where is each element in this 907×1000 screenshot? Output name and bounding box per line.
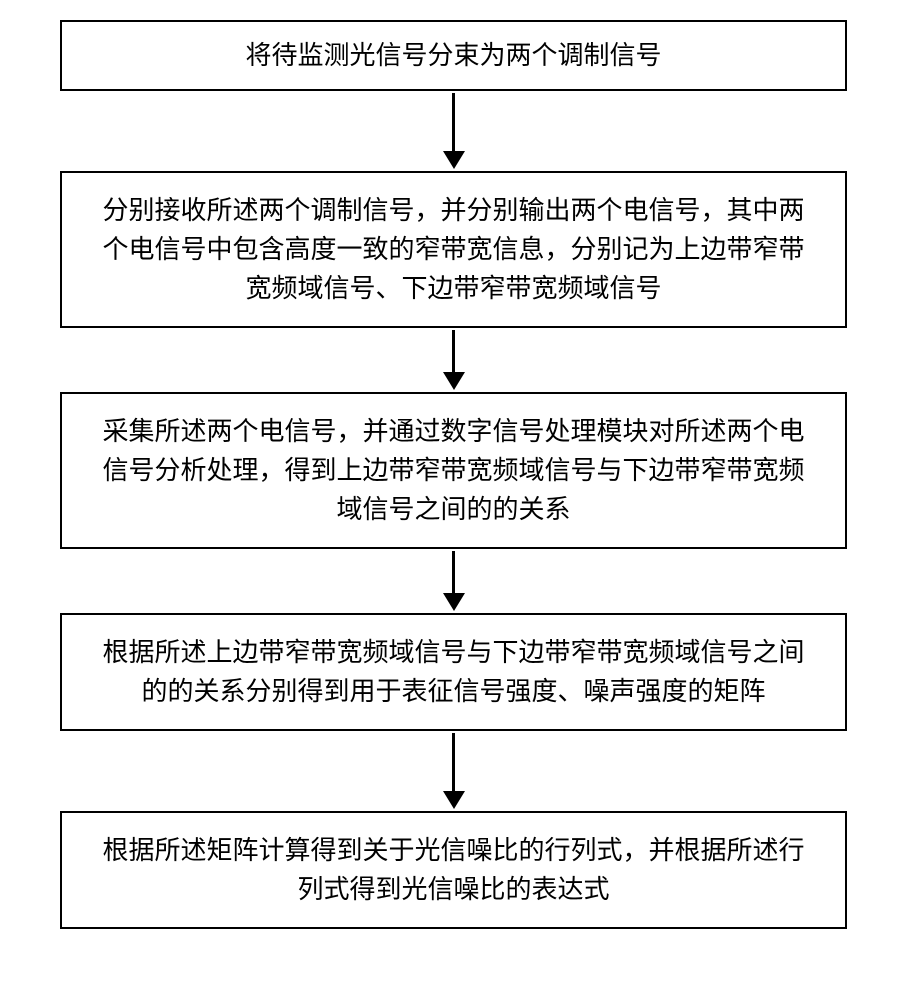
flowchart-step-3: 采集所述两个电信号，并通过数字信号处理模块对所述两个电信号分析处理，得到上边带窄… xyxy=(60,392,847,549)
flowchart-container: 将待监测光信号分束为两个调制信号 分别接收所述两个调制信号，并分别输出两个电信号… xyxy=(60,20,847,929)
arrow-head-icon xyxy=(443,372,465,390)
flowchart-step-1: 将待监测光信号分束为两个调制信号 xyxy=(60,20,847,91)
step-text: 根据所述上边带窄带宽频域信号与下边带窄带宽频域信号之间的的关系分别得到用于表征信… xyxy=(102,638,804,706)
step-text: 采集所述两个电信号，并通过数字信号处理模块对所述两个电信号分析处理，得到上边带窄… xyxy=(102,417,804,524)
arrow-line xyxy=(452,551,455,593)
arrow-3 xyxy=(443,551,465,611)
flowchart-step-4: 根据所述上边带窄带宽频域信号与下边带窄带宽频域信号之间的的关系分别得到用于表征信… xyxy=(60,613,847,731)
arrow-2 xyxy=(443,330,465,390)
arrow-line xyxy=(452,733,455,791)
arrow-4 xyxy=(443,733,465,809)
arrow-head-icon xyxy=(443,151,465,169)
arrow-1 xyxy=(443,93,465,169)
step-text: 根据所述矩阵计算得到关于光信噪比的行列式，并根据所述行列式得到光信噪比的表达式 xyxy=(102,836,804,904)
arrow-head-icon xyxy=(443,791,465,809)
flowchart-step-2: 分别接收所述两个调制信号，并分别输出两个电信号，其中两个电信号中包含高度一致的窄… xyxy=(60,171,847,328)
step-text: 分别接收所述两个调制信号，并分别输出两个电信号，其中两个电信号中包含高度一致的窄… xyxy=(102,196,804,303)
arrow-line xyxy=(452,93,455,151)
flowchart-step-5: 根据所述矩阵计算得到关于光信噪比的行列式，并根据所述行列式得到光信噪比的表达式 xyxy=(60,811,847,929)
step-text: 将待监测光信号分束为两个调制信号 xyxy=(245,41,661,70)
arrow-head-icon xyxy=(443,593,465,611)
arrow-line xyxy=(452,330,455,372)
